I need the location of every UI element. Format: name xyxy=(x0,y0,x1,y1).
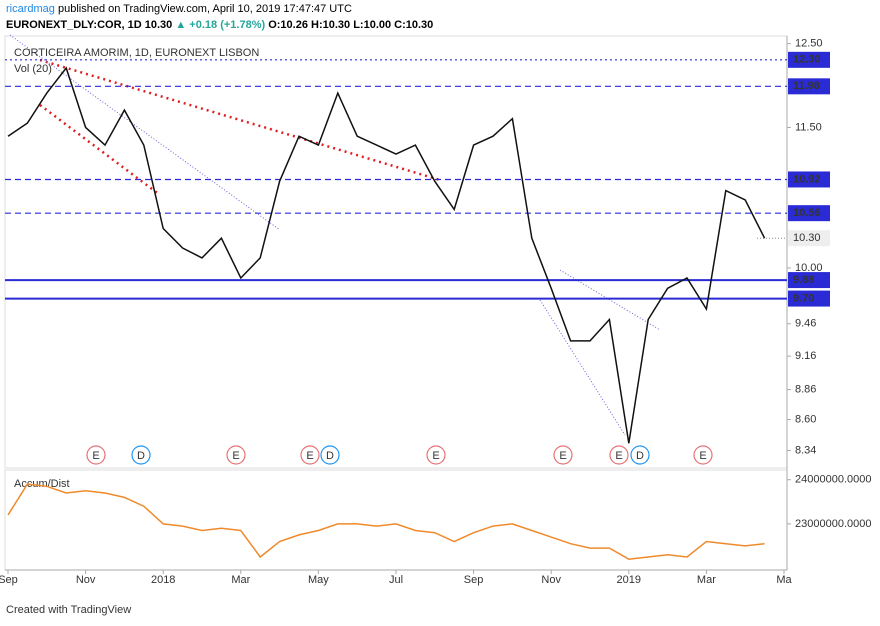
y-tick-label: 8.34 xyxy=(795,444,816,456)
x-tick-label: 2018 xyxy=(151,574,175,586)
event-marker xyxy=(86,445,106,465)
event-label: E xyxy=(232,450,239,462)
x-tick-label: Sep xyxy=(464,574,484,586)
x-tick-label: Jul xyxy=(389,574,403,586)
event-label: E xyxy=(615,450,622,462)
header-line-2: EURONEXT_DLY:COR, 1D 10.30 ▲ +0.18 (+1.7… xyxy=(6,19,433,31)
author: ricardmag xyxy=(6,3,55,15)
trend-line xyxy=(39,104,161,196)
x-tick-label: Nov xyxy=(76,574,96,586)
y-tick-label: 8.60 xyxy=(795,413,816,425)
level-tag xyxy=(788,78,830,95)
current-price-tag xyxy=(788,230,830,247)
level-tag xyxy=(788,290,830,307)
level-label: 9.70 xyxy=(793,292,814,304)
trend-line xyxy=(539,299,626,436)
level-tag xyxy=(788,171,830,188)
event-marker xyxy=(609,445,629,465)
y-tick-label: 11.50 xyxy=(795,121,822,133)
level-tag xyxy=(788,272,830,289)
x-tick-label: 2019 xyxy=(617,574,641,586)
level-label: 12.30 xyxy=(793,54,821,66)
level-label: 10.56 xyxy=(793,207,821,219)
x-tick-label: Mar xyxy=(231,574,250,586)
x-tick-label: Mar xyxy=(697,574,716,586)
event-label: E xyxy=(559,450,566,462)
level-label: 9.88 xyxy=(793,274,814,286)
y-tick-label: 12.50 xyxy=(795,38,823,50)
price-line xyxy=(7,66,766,444)
y-tick-label: 8.86 xyxy=(795,384,816,396)
event-marker xyxy=(630,445,650,465)
event-marker xyxy=(131,445,151,465)
y-tick-label: 9.16 xyxy=(795,350,816,362)
event-label: E xyxy=(306,450,313,462)
event-marker xyxy=(553,445,573,465)
event-marker xyxy=(320,445,340,465)
price-pane xyxy=(4,35,788,469)
pane-title: Accum/Dist xyxy=(14,478,70,490)
event-label: E xyxy=(92,450,99,462)
y-tick-label: 9.46 xyxy=(795,318,816,330)
x-tick-label: Ma xyxy=(776,574,792,586)
x-tick-label: Nov xyxy=(541,574,561,586)
price-line xyxy=(7,483,765,560)
event-label: D xyxy=(326,450,334,462)
event-marker xyxy=(300,445,320,465)
y-tick-label: 24000000.0000 xyxy=(795,474,871,486)
pane-title: CORTICEIRA AMORIM, 1D, EURONEXT LISBON xyxy=(14,47,259,59)
event-label: E xyxy=(699,450,706,462)
y-tick-label: 10.00 xyxy=(795,262,823,274)
header-line-1: ricardmag published on TradingView.com, … xyxy=(6,3,352,15)
event-marker xyxy=(426,445,446,465)
footer: Created with TradingView xyxy=(6,604,131,616)
last: 10.30 xyxy=(144,19,173,31)
event-marker xyxy=(226,445,246,465)
level-label: 11.98 xyxy=(793,80,820,92)
event-label: D xyxy=(636,450,644,462)
ohlc: O:10.26 H:10.30 L:10.00 C:10.30 xyxy=(268,19,434,31)
level-tag xyxy=(788,51,830,68)
current-price-label: 10.30 xyxy=(793,232,821,244)
event-label: D xyxy=(137,450,145,462)
symbol: EURONEXT_DLY:COR, 1D xyxy=(6,19,142,31)
level-label: 10.92 xyxy=(793,173,821,185)
x-tick-label: May xyxy=(308,574,329,586)
y-tick-label: 23000000.0000 xyxy=(795,518,871,530)
event-marker xyxy=(693,445,713,465)
trend-line xyxy=(39,58,441,182)
published: published on TradingView.com, April 10, … xyxy=(57,3,352,15)
change: ▲ +0.18 (+1.78%) xyxy=(175,19,266,31)
pane-subtitle: Vol (20) xyxy=(14,63,52,75)
event-label: E xyxy=(432,450,439,462)
level-tag xyxy=(788,205,830,222)
x-tick-label: Sep xyxy=(0,574,18,586)
